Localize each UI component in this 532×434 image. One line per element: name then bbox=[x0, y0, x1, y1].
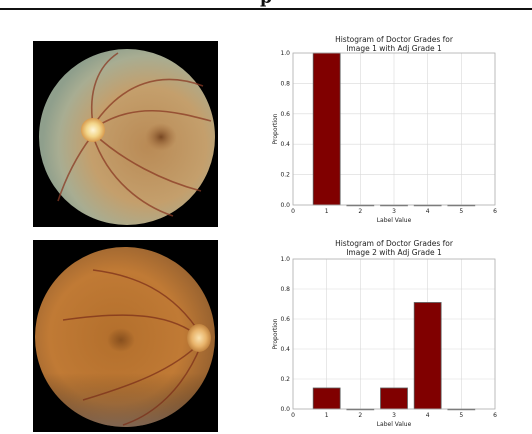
chart-1-y-tick-label: 0.4 bbox=[280, 141, 290, 148]
chart-1-y-tick-label: 1.0 bbox=[280, 50, 290, 57]
chart-1-title-line-1: Histogram of Doctor Grades for bbox=[335, 35, 454, 44]
chart-2-y-axis-label: Proportion bbox=[272, 318, 279, 349]
chart-1-x-tick-label: 3 bbox=[392, 208, 396, 215]
chart-1-y-tick-label: 0.6 bbox=[280, 111, 290, 118]
chart-2-x-tick-label: 4 bbox=[426, 412, 430, 419]
fundus-image-1 bbox=[33, 41, 218, 227]
chart-2-plot-frame bbox=[292, 258, 496, 410]
chart-2-x-tick-label: 0 bbox=[291, 412, 295, 419]
chart-2-y-tick-label: 0.2 bbox=[280, 376, 290, 383]
chart-1-plot-frame bbox=[292, 52, 496, 206]
chart-2-x-tick-label: 3 bbox=[392, 412, 396, 419]
chart-2-y-tick-label: 0.0 bbox=[280, 406, 290, 413]
chart-2-x-tick-label: 6 bbox=[493, 412, 497, 419]
chart-1-x-tick-label: 5 bbox=[459, 208, 463, 215]
chart-1-y-tick-label: 0.2 bbox=[280, 172, 290, 179]
chart-2-x-tick-label: 1 bbox=[325, 412, 329, 419]
chart-2-bar-label-1 bbox=[312, 387, 341, 410]
chart-1-y-tick-label: 0.0 bbox=[280, 202, 290, 209]
cut-off-header-text: p bbox=[0, 0, 532, 8]
chart-1-x-tick-label: 6 bbox=[493, 208, 497, 215]
fundus-image-2 bbox=[33, 240, 218, 432]
chart-1-title-line-2: Image 1 with Adj Grade 1 bbox=[346, 44, 442, 53]
chart-2-y-tick-label: 1.0 bbox=[280, 256, 290, 263]
chart-1-x-tick-label: 4 bbox=[426, 208, 430, 215]
chart-2-x-tick-label: 2 bbox=[358, 412, 362, 419]
chart-1-y-tick-label: 0.8 bbox=[280, 80, 290, 87]
chart-2-y-tick-label: 0.4 bbox=[280, 346, 290, 353]
chart-2-title-line-1: Histogram of Doctor Grades for bbox=[335, 239, 454, 248]
chart-2-x-axis-label: Label Value bbox=[377, 421, 412, 428]
fundus-image-2-graphic bbox=[35, 247, 215, 427]
chart-2-title-line-2: Image 2 with Adj Grade 1 bbox=[346, 248, 442, 257]
chart-2-y-tick-label: 0.8 bbox=[280, 286, 290, 293]
chart-2-x-tick-label: 5 bbox=[459, 412, 463, 419]
chart-1-x-tick-label: 0 bbox=[291, 208, 295, 215]
top-rule: p bbox=[0, 0, 532, 10]
fundus-image-1-graphic bbox=[39, 49, 215, 225]
chart-1-x-tick-label: 2 bbox=[358, 208, 362, 215]
chart-2-y-tick-label: 0.6 bbox=[280, 316, 290, 323]
chart-1-y-axis-label: Proportion bbox=[272, 113, 279, 144]
chart-1-x-tick-label: 1 bbox=[325, 208, 329, 215]
chart-1-x-axis-label: Label Value bbox=[377, 217, 412, 224]
chart-2-bar-label-3 bbox=[380, 387, 408, 410]
chart-2-bar-label-4 bbox=[413, 302, 442, 410]
